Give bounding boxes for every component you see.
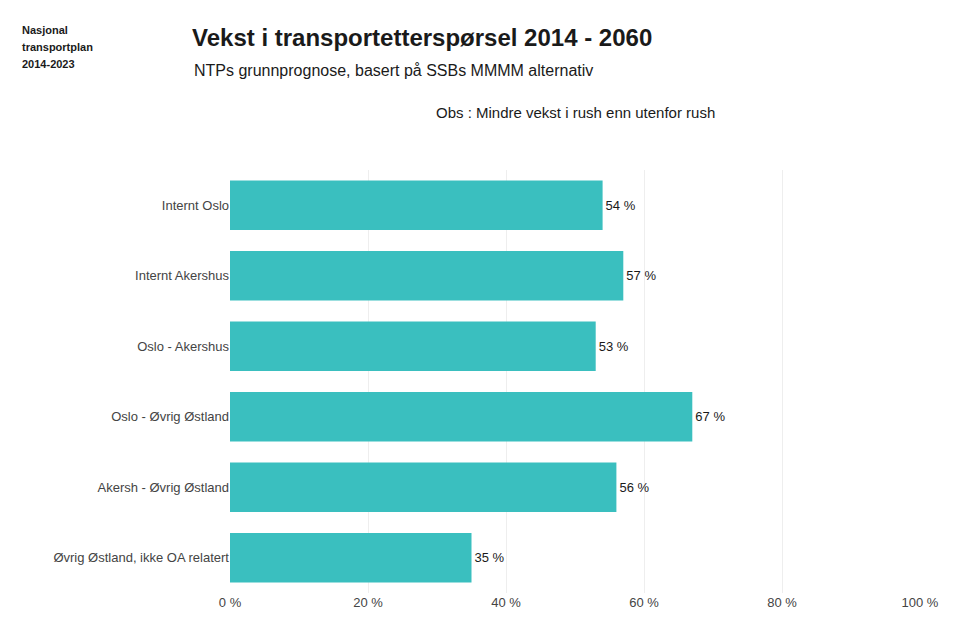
svg-text:Nasjonal: Nasjonal <box>22 24 68 36</box>
svg-text:35 %: 35 % <box>475 550 505 565</box>
svg-text:67 %: 67 % <box>695 409 725 424</box>
svg-text:transportplan: transportplan <box>22 41 93 53</box>
svg-text:Internt Oslo: Internt Oslo <box>162 198 229 213</box>
svg-text:Vekst i transportetterspørsel: Vekst i transportetterspørsel 2014 - 206… <box>192 24 652 51</box>
svg-text:Internt Akershus: Internt Akershus <box>135 268 229 283</box>
svg-text:40 %: 40 % <box>491 595 521 610</box>
svg-text:20 %: 20 % <box>353 595 383 610</box>
svg-text:56 %: 56 % <box>619 480 649 495</box>
svg-text:Øvrig Østland, ikke OA relater: Øvrig Østland, ikke OA relatert <box>53 550 229 565</box>
svg-text:Obs : Mindre vekst i rush enn: Obs : Mindre vekst i rush enn utenfor ru… <box>436 104 715 121</box>
svg-text:100 %: 100 % <box>902 595 939 610</box>
svg-text:53 %: 53 % <box>599 339 629 354</box>
svg-text:80 %: 80 % <box>767 595 797 610</box>
svg-text:60 %: 60 % <box>629 595 659 610</box>
svg-text:Oslo - Øvrig Østland: Oslo - Øvrig Østland <box>111 409 229 424</box>
svg-text:2014-2023: 2014-2023 <box>22 58 75 70</box>
svg-text:Oslo - Akershus: Oslo - Akershus <box>137 339 229 354</box>
svg-text:57 %: 57 % <box>626 268 656 283</box>
svg-text:54 %: 54 % <box>606 198 636 213</box>
svg-text:0 %: 0 % <box>219 595 242 610</box>
svg-text:Akersh - Øvrig Østland: Akersh - Øvrig Østland <box>98 480 230 495</box>
svg-text:NTPs grunnprognose, basert på: NTPs grunnprognose, basert på SSBs MMMM … <box>194 62 593 79</box>
